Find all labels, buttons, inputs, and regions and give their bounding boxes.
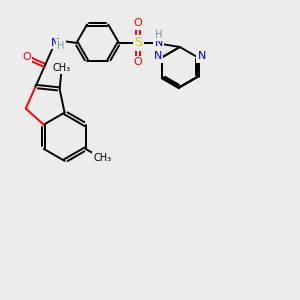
- Text: N: N: [154, 51, 162, 62]
- Text: N: N: [51, 38, 59, 48]
- Text: O: O: [134, 19, 142, 28]
- Text: CH₃: CH₃: [53, 63, 71, 73]
- Text: O: O: [22, 52, 31, 62]
- Text: O: O: [134, 57, 142, 67]
- Text: H: H: [155, 30, 162, 40]
- Text: N: N: [198, 51, 206, 62]
- Text: S: S: [134, 36, 142, 50]
- Text: H: H: [57, 40, 64, 50]
- Text: N: N: [154, 38, 163, 48]
- Text: CH₃: CH₃: [93, 153, 111, 164]
